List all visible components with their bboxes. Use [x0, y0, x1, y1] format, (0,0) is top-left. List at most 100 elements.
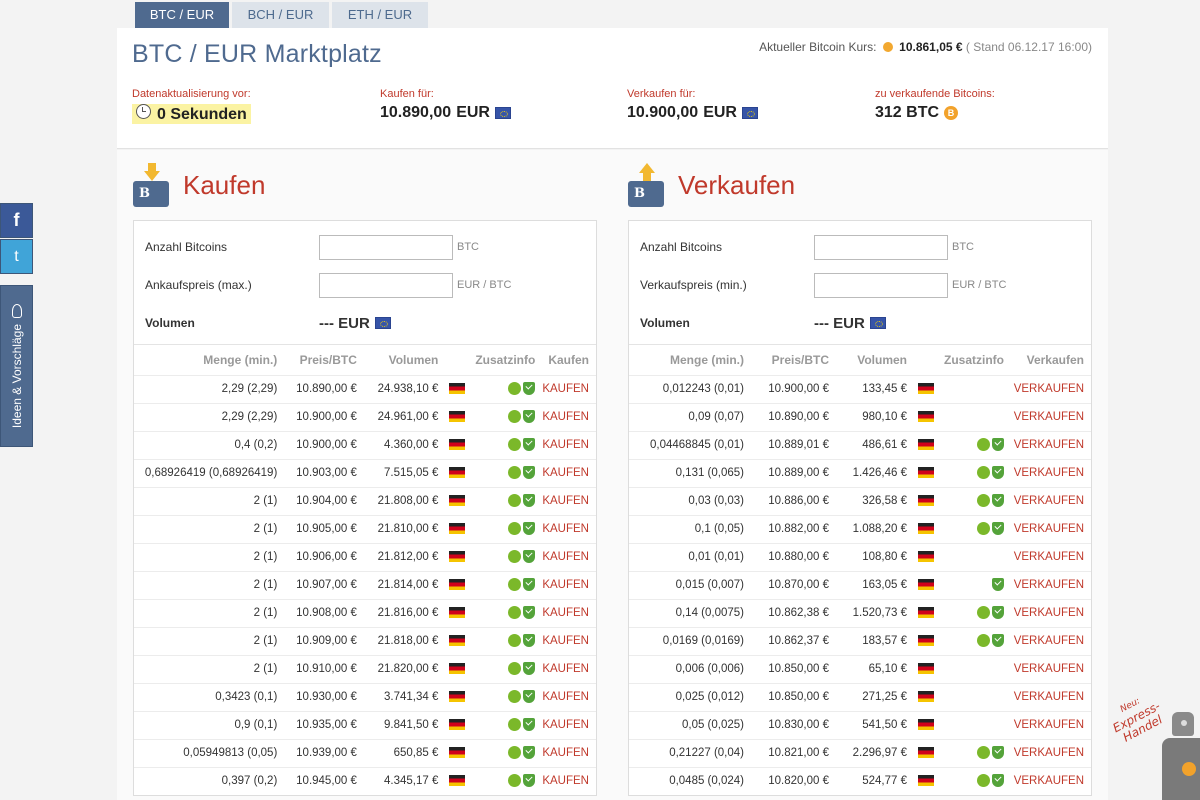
cell-preis: 10.904,00 €: [284, 486, 364, 515]
kaufen-link[interactable]: KAUFEN: [542, 458, 596, 487]
sell-price-label: Verkaufspreis (min.): [640, 278, 747, 292]
stat-buy-unit: EUR: [456, 104, 490, 121]
cell-country: [445, 598, 476, 627]
cell-menge: 0,14 (0,0075): [629, 598, 751, 627]
buy-amount-input[interactable]: [319, 234, 453, 260]
verkaufen-link[interactable]: VERKAUFEN: [1011, 458, 1091, 487]
cell-zusatzinfo: [475, 402, 543, 431]
cell-volumen: 21.820,00 €: [363, 654, 446, 683]
table-row: 0,03 (0,03) 10.886,00 €326,58 € VERKAUFEN: [629, 486, 1091, 515]
kaufen-link[interactable]: KAUFEN: [542, 486, 596, 515]
cell-volumen: 524,77 €: [836, 766, 914, 795]
kaufen-link[interactable]: KAUFEN: [542, 514, 596, 543]
col-volumen: Volumen: [857, 352, 907, 367]
kaufen-link[interactable]: KAUFEN: [542, 402, 596, 431]
verkaufen-link[interactable]: VERKAUFEN: [1011, 738, 1091, 767]
germany-flag-icon: [918, 438, 934, 450]
cell-country: [914, 374, 944, 403]
verkaufen-link[interactable]: VERKAUFEN: [1011, 430, 1091, 459]
table-row: 0,4 (0,2) 10.900,00 €4.360,00 € KAUFEN: [134, 430, 596, 459]
verkaufen-link[interactable]: VERKAUFEN: [1011, 486, 1091, 515]
cell-zusatzinfo: [475, 570, 543, 599]
cell-country: [914, 738, 944, 767]
kaufen-link[interactable]: KAUFEN: [542, 542, 596, 571]
cell-volumen: 486,61 €: [836, 430, 914, 459]
tab-eth-eur[interactable]: ETH / EUR: [332, 2, 428, 28]
cell-preis: 10.821,00 €: [751, 738, 836, 767]
cell-zusatzinfo: [475, 598, 543, 627]
kaufen-link[interactable]: KAUFEN: [542, 570, 596, 599]
ideas-feedback-button[interactable]: Ideen & Vorschläge: [0, 285, 33, 447]
verkaufen-link[interactable]: VERKAUFEN: [1011, 570, 1091, 599]
twitter-button[interactable]: t: [0, 239, 33, 274]
shield-check-icon: [992, 522, 1004, 535]
germany-flag-icon: [449, 690, 466, 702]
table-row: 0,0485 (0,024) 10.820,00 €524,77 € VERKAUF…: [629, 766, 1091, 795]
express-trade-badge[interactable]: Neu: Express- Handel: [1104, 688, 1168, 747]
cell-menge: 2 (1): [134, 514, 285, 543]
germany-flag-icon: [918, 382, 934, 394]
cell-preis: 10.890,00 €: [284, 374, 364, 403]
verkaufen-link[interactable]: VERKAUFEN: [1011, 598, 1091, 627]
tab-bch-eur[interactable]: BCH / EUR: [232, 2, 329, 28]
verkaufen-link[interactable]: VERKAUFEN: [1011, 654, 1091, 683]
germany-flag-icon: [449, 746, 466, 758]
germany-flag-icon: [918, 550, 934, 562]
kaufen-link[interactable]: KAUFEN: [542, 430, 596, 459]
cell-volumen: 3.741,34 €: [363, 682, 446, 711]
verkaufen-link[interactable]: VERKAUFEN: [1011, 766, 1091, 795]
kaufen-link[interactable]: KAUFEN: [542, 626, 596, 655]
verkaufen-link[interactable]: VERKAUFEN: [1011, 626, 1091, 655]
verkaufen-link[interactable]: VERKAUFEN: [1011, 710, 1091, 739]
cell-menge: 0,015 (0,007): [629, 570, 751, 599]
germany-flag-icon: [918, 606, 934, 618]
twitter-icon: t: [14, 247, 19, 265]
verkaufen-link[interactable]: VERKAUFEN: [1011, 374, 1091, 403]
cell-zusatzinfo: [944, 514, 1011, 543]
kaufen-link[interactable]: KAUFEN: [542, 710, 596, 739]
cell-menge: 2 (1): [134, 542, 285, 571]
germany-flag-icon: [918, 718, 934, 730]
kaufen-link[interactable]: KAUFEN: [542, 738, 596, 767]
cell-menge: 0,012243 (0,01): [629, 374, 751, 403]
cell-menge: 0,09 (0,07): [629, 402, 751, 431]
shield-check-icon: [523, 466, 536, 479]
buy-price-input[interactable]: [319, 272, 453, 298]
cell-country: [445, 374, 476, 403]
verkaufen-link[interactable]: VERKAUFEN: [1011, 542, 1091, 571]
col-preis: Preis/BTC: [771, 352, 829, 367]
cell-menge: 2,29 (2,29): [134, 374, 285, 403]
verkaufen-link[interactable]: VERKAUFEN: [1011, 514, 1091, 543]
rate-value: 10.861,05 €: [899, 40, 963, 54]
cell-country: [914, 486, 944, 515]
table-row: 0,397 (0,2) 10.945,00 €4.345,17 € KAUFEN: [134, 766, 596, 795]
shield-check-icon: [992, 494, 1004, 507]
col-zusatzinfo: Zusatzinfo: [944, 352, 1004, 367]
buy-panel: B Kaufen Anzahl Bitcoins BTC Ankaufsprei…: [133, 150, 597, 796]
leaf-icon: [977, 774, 990, 788]
kaufen-link[interactable]: KAUFEN: [542, 682, 596, 711]
cell-preis: 10.882,00 €: [751, 514, 836, 543]
sell-price-input[interactable]: [814, 272, 948, 298]
verkaufen-link[interactable]: VERKAUFEN: [1011, 402, 1091, 431]
cell-menge: 0,0169 (0,0169): [629, 626, 751, 655]
cell-menge: 0,05 (0,025): [629, 710, 751, 739]
germany-flag-icon: [449, 522, 466, 534]
kaufen-link[interactable]: KAUFEN: [542, 598, 596, 627]
verkaufen-link[interactable]: VERKAUFEN: [1011, 682, 1091, 711]
sell-panel: B Verkaufen Anzahl Bitcoins BTC Verkaufs…: [628, 150, 1092, 796]
cell-volumen: 21.818,00 €: [363, 626, 446, 655]
kaufen-link[interactable]: KAUFEN: [542, 654, 596, 683]
kaufen-link[interactable]: KAUFEN: [542, 766, 596, 795]
sell-amount-input[interactable]: [814, 234, 948, 260]
facebook-button[interactable]: f: [0, 203, 33, 238]
kaufen-link[interactable]: KAUFEN: [542, 374, 596, 403]
tab-btc-eur[interactable]: BTC / EUR: [135, 2, 229, 28]
cell-preis: 10.830,00 €: [751, 710, 836, 739]
buy-order-box: Anzahl Bitcoins BTC Ankaufspreis (max.) …: [133, 220, 597, 796]
table-row: 2 (1) 10.910,00 €21.820,00 € KAUFEN: [134, 654, 596, 683]
table-row: 2 (1) 10.908,00 €21.816,00 € KAUFEN: [134, 598, 596, 627]
germany-flag-icon: [918, 634, 934, 646]
table-row: 0,025 (0,012) 10.850,00 €271,25 € VERKAUFE…: [629, 682, 1091, 711]
shield-check-icon: [523, 438, 536, 451]
